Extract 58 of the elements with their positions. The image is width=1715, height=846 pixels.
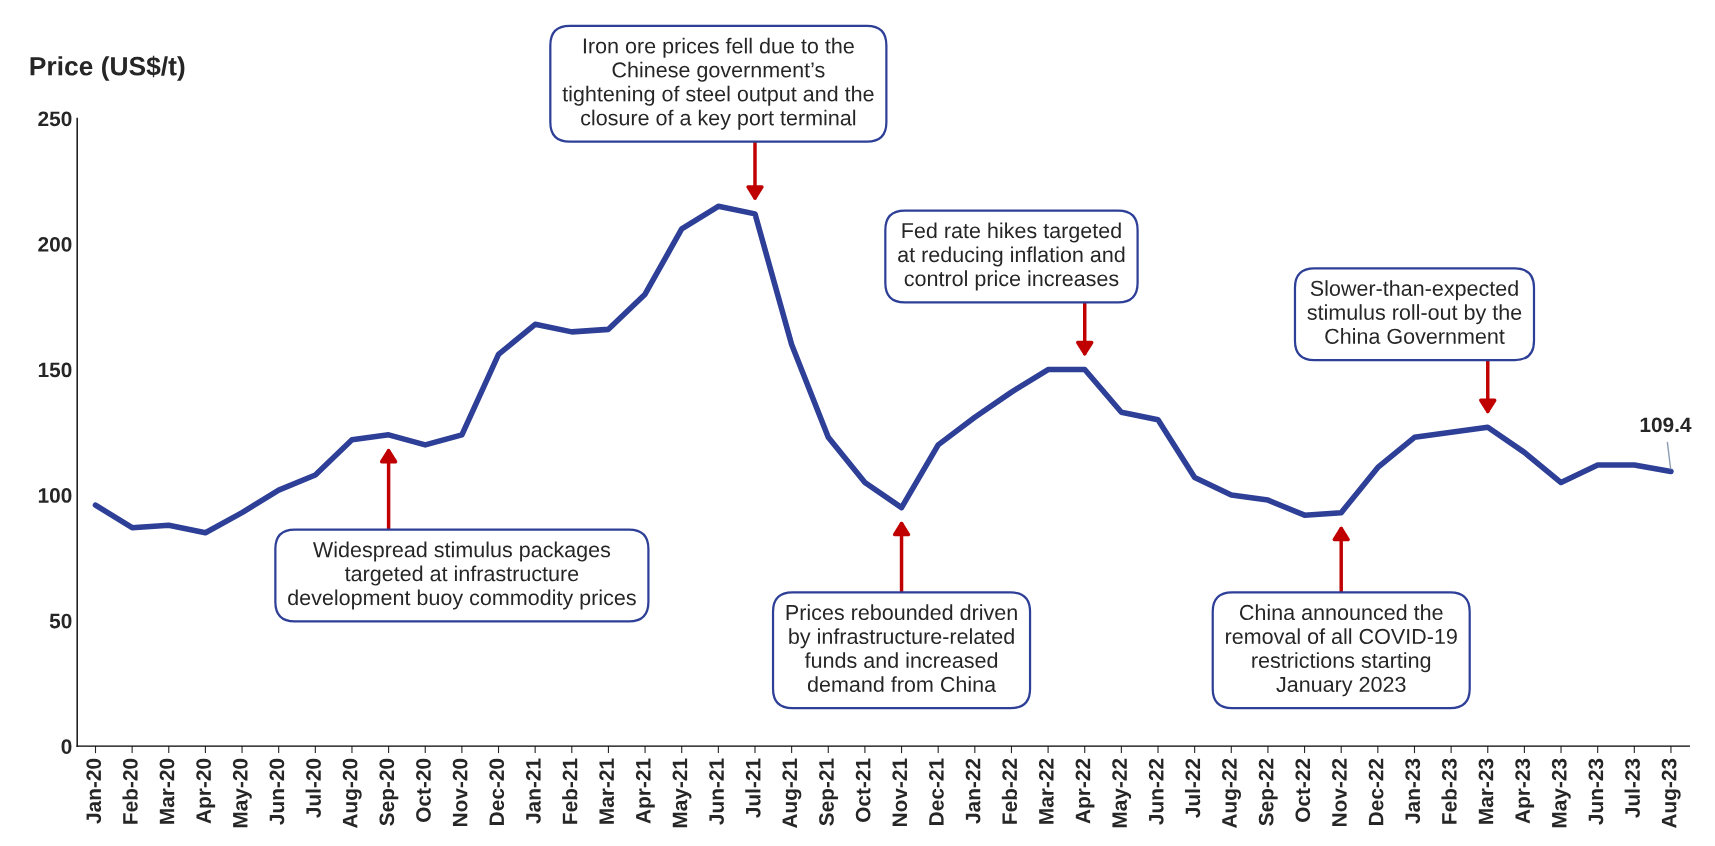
x-tick-label: Feb-23: [1441, 758, 1457, 824]
x-tick-label: Sep-20: [379, 758, 399, 826]
x-tick-label: Jan-21: [526, 758, 541, 824]
x-tick-label: Apr-23: [1515, 758, 1535, 824]
x-tick-label: Jan-20: [86, 758, 102, 824]
x-tick-label: Feb-20: [122, 758, 138, 824]
x-tick-label: Mar-22: [1038, 758, 1054, 824]
x-tick-label: Feb-22: [1001, 758, 1018, 824]
annotation: Slower-than-expected stimulus roll-out by the China Government: [1307, 280, 1522, 344]
x-tick-label: Apr-20: [196, 758, 216, 824]
x-tick-label: Jul-20: [305, 758, 321, 818]
x-tick-label: Mar-20: [159, 758, 175, 824]
x-tick-label: Sep-22: [1258, 758, 1278, 826]
y-tick-label: 150: [38, 362, 72, 378]
x-tick-label: Nov-21: [892, 758, 908, 827]
x-tick-label: May-21: [672, 758, 692, 828]
x-tick-label: Aug-23: [1661, 758, 1681, 829]
x-tick-label: Apr-22: [1075, 758, 1095, 824]
x-tick-label: Oct-20: [416, 758, 431, 822]
x-tick-label: May-22: [1112, 758, 1132, 828]
y-tick-label: 100: [38, 488, 72, 503]
x-tick-label: Jun-22: [1148, 758, 1164, 825]
y-tick-label: 50: [49, 613, 72, 629]
x-tick-label: Feb-21: [562, 758, 578, 824]
x-tick-label: Sep-21: [819, 758, 838, 826]
x-tick-label: Jun-21: [709, 758, 724, 825]
data-label: 109.4: [1640, 417, 1692, 433]
y-tick-label: 250: [38, 111, 72, 127]
annotation: Widespread stimulus packages targeted at infrastructure development buoy commodity prices: [288, 541, 636, 610]
x-tick-label: Jul-21: [745, 758, 761, 818]
x-tick-label: Oct-22: [1295, 758, 1311, 822]
x-tick-label: Oct-21: [855, 758, 871, 822]
x-tick-label: Mar-21: [599, 758, 615, 824]
annotation: China announced the removal of all COVID-19 restrictions starting January 2023: [1226, 604, 1457, 697]
annotation: Iron ore prices fell due to the Chinese government’s tightening of steel output and the closure of a key port terminal: [562, 37, 874, 130]
x-tick-label: Dec-21: [929, 758, 944, 825]
x-tick-label: Jun-23: [1588, 758, 1604, 825]
y-tick-label: 0: [61, 739, 72, 754]
x-tick-label: Jul-23: [1624, 758, 1640, 818]
annotation: Prices rebounded driven by infrastructure-related funds and increased demand from China: [786, 604, 1017, 693]
x-tick-label: Jun-20: [269, 758, 285, 825]
x-tick-label: Aug-21: [782, 758, 802, 829]
x-tick-label: Nov-22: [1332, 758, 1347, 827]
x-tick-label: Jul-22: [1184, 758, 1201, 818]
x-tick-label: Aug-22: [1222, 758, 1241, 829]
x-tick-label: Nov-20: [452, 758, 468, 827]
x-tick-label: Jan-23: [1405, 758, 1421, 824]
x-tick-label: Dec-20: [489, 758, 505, 825]
x-tick-label: Dec-22: [1368, 758, 1384, 825]
x-tick-label: Aug-20: [342, 758, 362, 829]
x-tick-label: Mar-23: [1478, 758, 1494, 824]
x-tick-label: May-20: [232, 758, 252, 828]
y-tick-label: 200: [38, 236, 72, 252]
annotation: Fed rate hikes targeted at reducing inflation and control price increases: [898, 222, 1125, 291]
x-tick-label: May-23: [1551, 758, 1571, 828]
x-tick-label: Apr-21: [635, 758, 655, 824]
y-axis-title: Price (US$/t): [30, 55, 185, 81]
x-tick-label: Jan-22: [965, 758, 981, 824]
